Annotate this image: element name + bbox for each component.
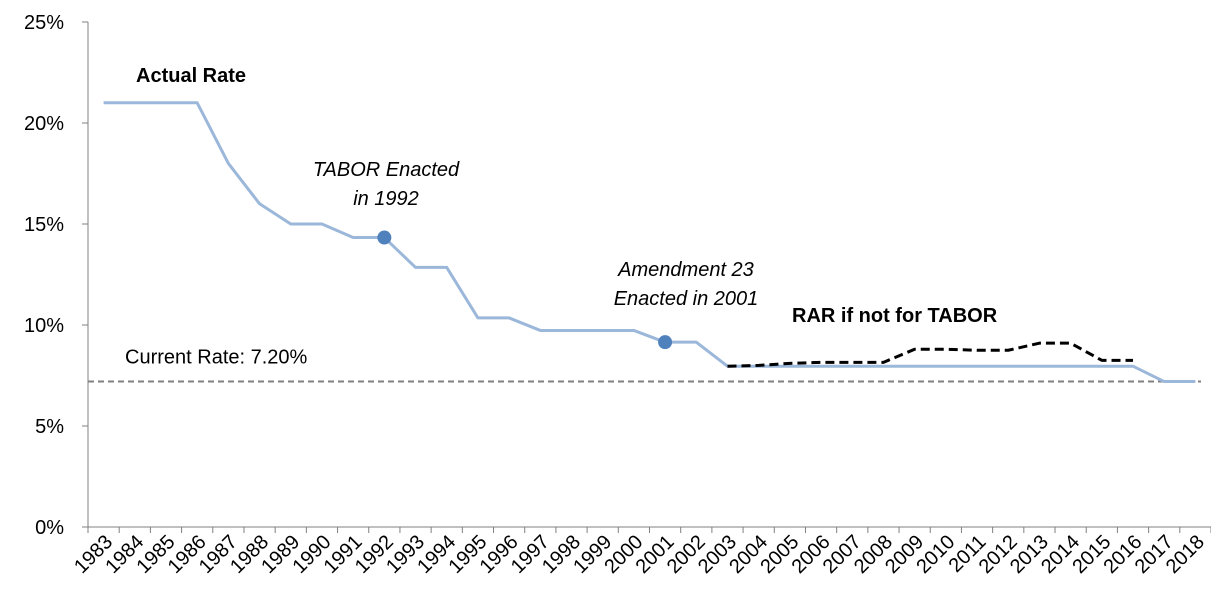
annotation: Enacted in 2001	[614, 288, 759, 310]
series-line	[103, 101, 1196, 384]
reference-label: Current Rate: 7.20%	[125, 347, 308, 369]
annotation: in 1992	[353, 188, 419, 210]
annotation: Amendment 23	[617, 259, 754, 281]
y-tick-label: 20%	[24, 113, 64, 135]
marker	[658, 335, 673, 350]
marker	[377, 230, 392, 245]
series-label: Actual Rate	[136, 65, 246, 87]
y-tick-label: 15%	[24, 214, 64, 236]
y-tick-label: 5%	[35, 416, 64, 438]
y-tick-label: 25%	[24, 12, 64, 34]
series-label: RAR if not for TABOR	[792, 305, 998, 327]
annotation: TABOR Enacted	[313, 159, 460, 181]
y-tick-label: 0%	[35, 517, 64, 539]
y-tick-label: 10%	[24, 315, 64, 337]
series-line	[727, 341, 1134, 368]
